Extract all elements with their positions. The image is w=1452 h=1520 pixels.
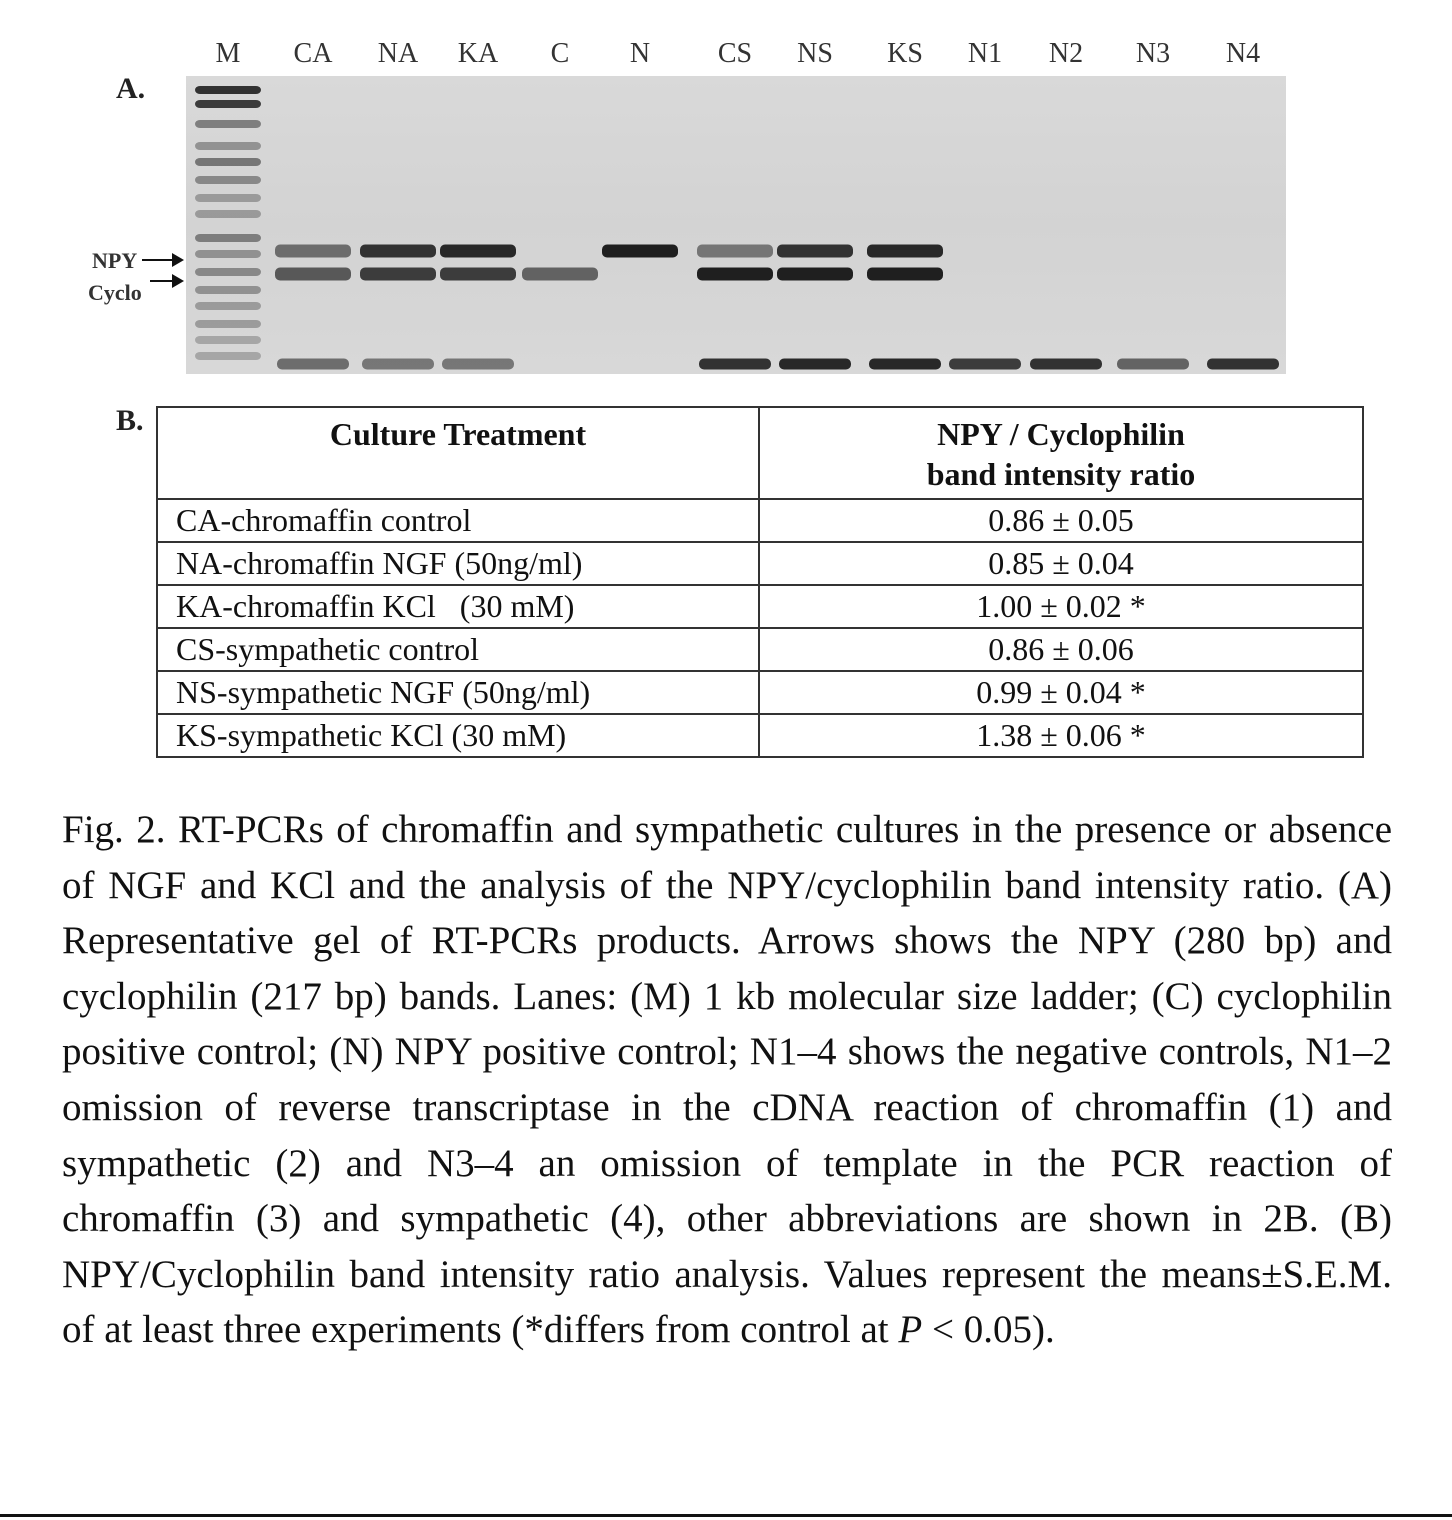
cyclophilin-band (522, 267, 598, 281)
ladder-band (195, 234, 261, 242)
npy-band (360, 244, 436, 258)
npy-band (867, 244, 943, 258)
caption-text: Fig. 2. RT-PCRs of chromaffin and sympat… (62, 808, 1392, 1352)
lane-label: N3 (1135, 38, 1171, 69)
cyclophilin-band (440, 267, 516, 281)
table-row: KS-sympathetic KCl (30 mM) 1.38 ± 0.06 * (156, 713, 1364, 758)
ratio-cell: 0.86 ± 0.06 (758, 627, 1364, 672)
caption-p-symbol: P (898, 1308, 923, 1352)
lane-label: CS (717, 38, 753, 69)
lane-label: KS (887, 38, 923, 69)
ratio-cell: 0.86 ± 0.05 (758, 498, 1364, 543)
primer-band (442, 358, 514, 370)
treatment-cell: CA-chromaffin control (156, 498, 760, 543)
npy-band (440, 244, 516, 258)
figure-caption: Fig. 2. RT-PCRs of chromaffin and sympat… (62, 802, 1392, 1358)
ladder-band (195, 176, 261, 184)
ladder-band (195, 250, 261, 258)
table-row: NA-chromaffin NGF (50ng/ml) 0.85 ± 0.04 (156, 541, 1364, 586)
lane-label: N1 (967, 38, 1003, 69)
ladder-band (195, 100, 261, 108)
ratio-cell: 0.85 ± 0.04 (758, 541, 1364, 586)
table-header-row: Culture Treatment NPY / Cyclophilin band… (156, 406, 1364, 500)
ratio-table: Culture Treatment NPY / Cyclophilin band… (156, 406, 1364, 758)
lane-label: NS (797, 38, 833, 69)
npy-marker-label: NPY (92, 248, 138, 273)
lane-label: N2 (1048, 38, 1084, 69)
ladder-band (195, 142, 261, 150)
npy-arrow (142, 253, 184, 267)
ladder-band (195, 336, 261, 344)
ratio-cell: 0.99 ± 0.04 * (758, 670, 1364, 715)
ladder-band (195, 86, 261, 94)
treatment-cell: KS-sympathetic KCl (30 mM) (156, 713, 760, 758)
cyclophilin-band (275, 267, 351, 281)
ladder-band (195, 210, 261, 218)
ladder-band (195, 120, 261, 128)
header-ratio-line1: NPY / Cyclophilin (937, 416, 1185, 452)
primer-band (779, 358, 851, 370)
primer-band (869, 358, 941, 370)
ladder-band (195, 352, 261, 360)
primer-band (362, 358, 434, 370)
treatment-cell: NS-sympathetic NGF (50ng/ml) (156, 670, 760, 715)
lane-label: M (215, 38, 241, 69)
panel-b-letter: B. (116, 404, 144, 437)
lane-label: N (629, 38, 651, 69)
ladder-band (195, 302, 261, 310)
ladder-band (195, 158, 261, 166)
ladder-band (195, 320, 261, 328)
npy-band (275, 244, 351, 258)
table-row: NS-sympathetic NGF (50ng/ml) 0.99 ± 0.04… (156, 670, 1364, 715)
cyclophilin-band (360, 267, 436, 281)
npy-band (777, 244, 853, 258)
ladder-band (195, 286, 261, 294)
gel-bands (195, 86, 1279, 370)
primer-band (277, 358, 349, 370)
ratio-cell: 1.38 ± 0.06 * (758, 713, 1364, 758)
header-ratio-line2: band intensity ratio (926, 456, 1196, 492)
panel-a-letter: A. (116, 72, 146, 105)
header-culture-treatment: Culture Treatment (156, 406, 760, 500)
lane-label: C (550, 38, 570, 69)
table-row: KA-chromaffin KCl (30 mM) 1.00 ± 0.02 * (156, 584, 1364, 629)
gel-image (186, 76, 1286, 374)
bottom-rule (0, 1514, 1452, 1517)
table-row: CA-chromaffin control 0.86 ± 0.05 (156, 498, 1364, 543)
cyclophilin-band (777, 267, 853, 281)
primer-band (1117, 358, 1189, 370)
lane-label: CA (293, 38, 333, 69)
treatment-cell: KA-chromaffin KCl (30 mM) (156, 584, 760, 629)
header-ratio: NPY / Cyclophilin band intensity ratio (758, 406, 1364, 500)
lane-label: NA (377, 38, 419, 69)
ladder-band (195, 268, 261, 276)
cyclophilin-band (697, 267, 773, 281)
npy-band (697, 244, 773, 258)
lane-label: KA (457, 38, 499, 69)
table-row: CS-sympathetic control 0.86 ± 0.06 (156, 627, 1364, 672)
caption-tail: < 0.05). (922, 1308, 1055, 1352)
npy-band (602, 244, 678, 258)
ladder-band (195, 194, 261, 202)
lane-label: N4 (1225, 38, 1261, 69)
primer-band (949, 358, 1021, 370)
treatment-cell: CS-sympathetic control (156, 627, 760, 672)
primer-band (1030, 358, 1102, 370)
cyclophilin-band (867, 267, 943, 281)
treatment-cell: NA-chromaffin NGF (50ng/ml) (156, 541, 760, 586)
cyclo-marker-label: Cyclo (88, 280, 142, 305)
ratio-cell: 1.00 ± 0.02 * (758, 584, 1364, 629)
cyclo-arrow (150, 274, 184, 288)
primer-band (699, 358, 771, 370)
primer-band (1207, 358, 1279, 370)
